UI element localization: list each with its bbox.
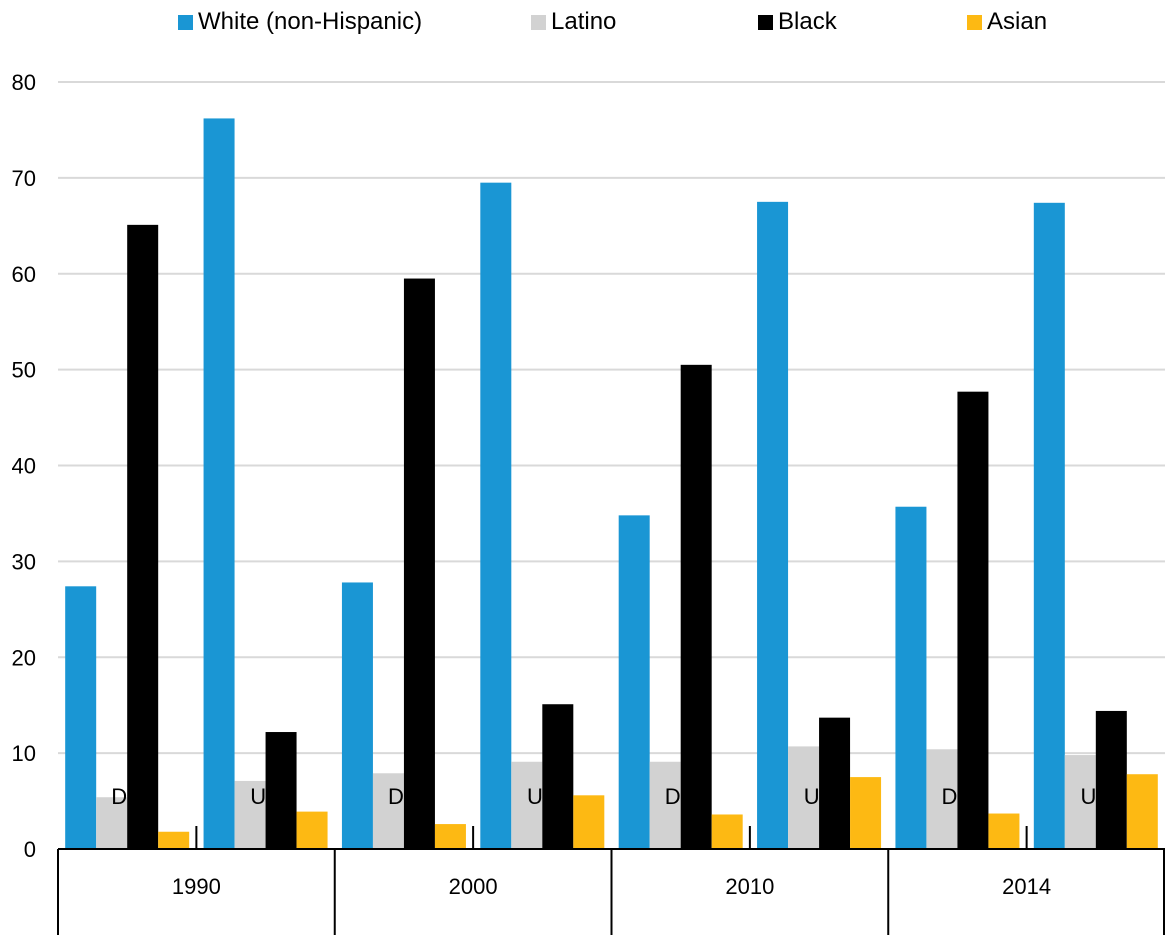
group-label: 1990 [172, 874, 221, 899]
legend-item: White (non-Hispanic) [178, 8, 422, 36]
y-tick-label: 30 [12, 549, 36, 574]
legend-item: Black [758, 8, 837, 36]
bar [403, 278, 435, 849]
bar [542, 704, 574, 849]
bar [96, 797, 128, 849]
bar [788, 746, 820, 849]
bar [757, 201, 789, 849]
y-tick-label: 20 [12, 645, 36, 670]
legend-item: Latino [531, 8, 616, 36]
bar [1126, 774, 1158, 849]
category-label: US [1081, 784, 1112, 809]
group-label: 2014 [1002, 874, 1051, 899]
category-label: DC [665, 784, 697, 809]
legend-swatch [531, 14, 546, 30]
legend-item: Asian [967, 8, 1047, 36]
y-tick-label: 10 [12, 741, 36, 766]
bar [341, 582, 373, 849]
legend-label: White (non-Hispanic) [198, 8, 423, 35]
bar [711, 814, 743, 849]
legend-swatch [967, 14, 982, 30]
bar [819, 717, 851, 849]
y-tick-label: 80 [12, 70, 36, 95]
category-label: US [527, 784, 558, 809]
legend-label: Asian [987, 8, 1048, 35]
bar [850, 777, 882, 849]
bar [618, 515, 650, 849]
bar [434, 824, 466, 849]
category-label: DC [111, 784, 143, 809]
bar [203, 118, 235, 850]
bar [480, 182, 512, 849]
category-label: US [250, 784, 281, 809]
bar [1064, 755, 1096, 849]
bar [1095, 710, 1127, 849]
y-tick-label: 0 [24, 837, 36, 862]
bar [65, 586, 97, 849]
bar [573, 795, 605, 849]
bar [265, 732, 297, 849]
y-tick-label: 40 [12, 454, 36, 479]
bar [988, 813, 1020, 849]
category-label: DC [942, 784, 974, 809]
bar [895, 506, 927, 849]
bar [234, 780, 266, 849]
legend-label: Latino [551, 8, 617, 35]
group-label: 2000 [449, 874, 498, 899]
bar [127, 224, 159, 849]
legend-label: Black [778, 8, 837, 35]
group-label: 2010 [725, 874, 774, 899]
legend: White (non-Hispanic) Latino Black Asian [0, 8, 1167, 38]
category-label: DC [388, 784, 420, 809]
bar [296, 811, 328, 849]
bar [511, 761, 543, 849]
bar [649, 761, 681, 849]
y-tick-label: 50 [12, 358, 36, 383]
bar [926, 749, 958, 849]
bar [372, 773, 404, 849]
category-label: US [804, 784, 835, 809]
bar [158, 831, 190, 849]
legend-swatch [178, 14, 193, 30]
bar [957, 391, 989, 849]
y-tick-label: 60 [12, 262, 36, 287]
bar [1033, 202, 1065, 850]
y-tick-label: 70 [12, 166, 36, 191]
legend-swatch [758, 14, 773, 30]
bar [680, 364, 712, 849]
